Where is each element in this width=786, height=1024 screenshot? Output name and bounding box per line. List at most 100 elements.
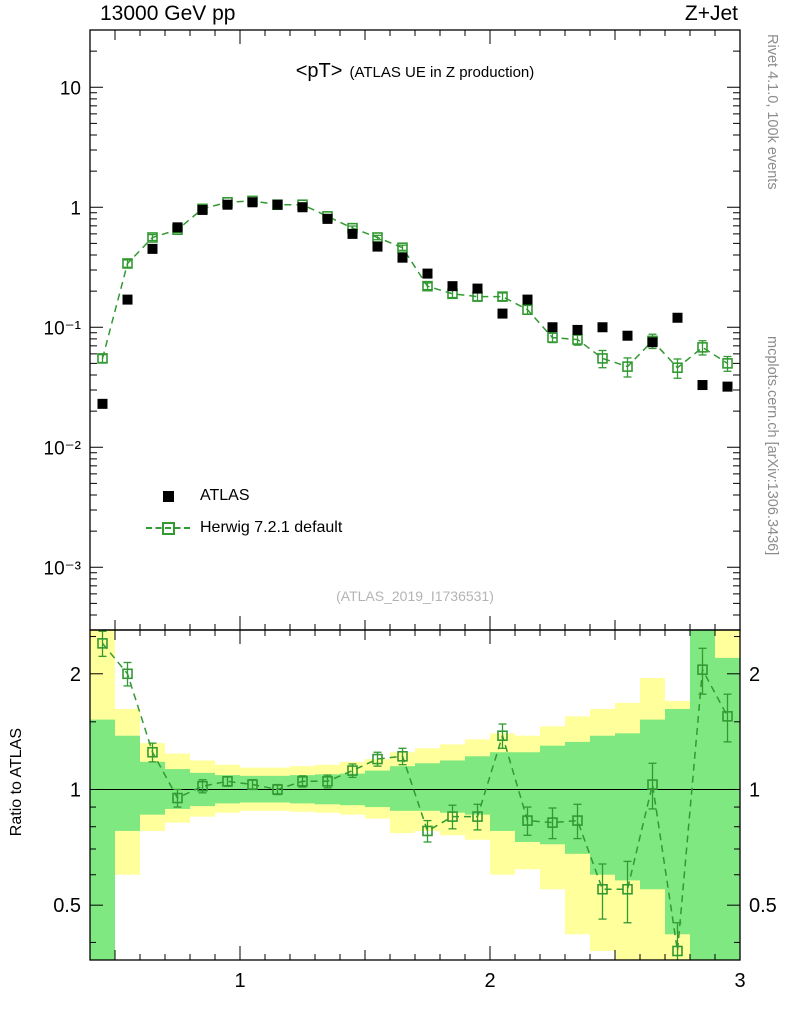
herwig-series	[97, 195, 733, 379]
atlas-point	[122, 294, 133, 305]
ratio-point	[547, 817, 558, 828]
ratio-point	[97, 638, 108, 649]
ratio-tick-label-left: 2	[70, 664, 81, 686]
herwig-point	[572, 334, 583, 345]
ratio-point	[647, 779, 658, 790]
band-green-bin	[665, 708, 690, 935]
ratio-point	[597, 883, 608, 895]
legend: ATLAS Herwig 7.2.1 default	[146, 480, 342, 544]
band-green-bin	[415, 763, 440, 811]
herwig-point	[147, 232, 158, 243]
atlas-point	[372, 241, 383, 252]
band-green-bin	[440, 760, 465, 813]
atlas-point	[522, 294, 533, 305]
ratio-point	[272, 784, 283, 795]
herwig-point	[547, 332, 558, 343]
y-tick-label: 10⁻¹	[44, 318, 82, 339]
atlas-point	[197, 204, 208, 215]
ratio-point	[147, 746, 158, 758]
ratio-point	[197, 780, 208, 792]
ratio-point	[572, 815, 583, 826]
herwig-point	[397, 242, 408, 254]
atlas-point	[672, 312, 683, 323]
band-green-bin	[140, 761, 165, 815]
ratio-point	[697, 664, 708, 675]
ratio-panel-frame	[89, 629, 741, 961]
band-green-bin	[390, 766, 415, 811]
herwig-point	[522, 304, 533, 316]
atlas-point	[347, 228, 358, 239]
mcplots-reference-watermark: mcplots.cern.ch [arXiv:1306.3436]	[764, 336, 780, 556]
ratio-tick-label-left: 0.5	[53, 895, 81, 917]
herwig-point	[697, 342, 708, 353]
atlas-point	[697, 380, 708, 391]
atlas-point	[472, 283, 483, 294]
herwig-point	[497, 291, 508, 302]
atlas-point	[547, 322, 558, 333]
atlas-marker-icon	[146, 489, 190, 503]
x-tick-label: 3	[734, 970, 745, 992]
atlas-point	[97, 398, 108, 409]
observable-subtitle: (ATLAS UE in Z production)	[349, 64, 535, 81]
atlas-point	[397, 252, 408, 263]
header-process: Z+Jet	[684, 2, 738, 25]
herwig-line	[101, 200, 728, 369]
y-tick-label: 1	[70, 198, 81, 219]
ratio-axis-label: Ratio to ATLAS	[8, 728, 25, 837]
band-green-bin	[365, 770, 390, 808]
band-green-bin	[90, 719, 115, 960]
ratio-tick-label-right: 0.5	[749, 895, 777, 917]
herwig-point	[422, 280, 433, 292]
herwig-point	[622, 361, 633, 372]
y-tick-label: 10⁻²	[44, 438, 82, 459]
ratio-tick-label-left: 1	[70, 779, 81, 801]
y-tick-label: 10⁻³	[44, 558, 82, 579]
ratio-point	[322, 776, 333, 787]
atlas-point	[172, 222, 183, 233]
atlas-point	[597, 322, 608, 333]
ratio-point	[497, 730, 508, 742]
ratio-point	[397, 750, 408, 762]
atlas-point	[322, 213, 333, 224]
herwig-marker-icon	[146, 521, 190, 535]
atlas-point	[272, 199, 283, 210]
atlas-point	[422, 268, 433, 279]
herwig-point	[722, 358, 733, 369]
atlas-point	[222, 199, 233, 210]
ratio-point	[347, 765, 358, 776]
band-green-bin	[115, 735, 140, 831]
band-green-bin	[490, 752, 515, 831]
analysis-id-watermark: (ATLAS_2019_I1736531)	[336, 588, 494, 604]
ratio-point	[522, 815, 533, 826]
ratio-point	[172, 792, 183, 804]
atlas-point	[572, 324, 583, 335]
header-beam-energy: 13000 GeV pp	[100, 2, 236, 25]
ratio-point	[122, 668, 133, 680]
atlas-series	[97, 197, 733, 409]
axis-ticks	[90, 29, 740, 960]
observable-title: <pT>	[295, 60, 343, 82]
ratio-series	[97, 630, 733, 960]
herwig-point	[597, 353, 608, 364]
legend-item-atlas: ATLAS	[146, 480, 342, 512]
ratio-point	[622, 883, 633, 895]
band-green-bin	[615, 733, 640, 881]
ratio-point	[447, 811, 458, 822]
ratio-point	[422, 825, 433, 837]
plot-title: <pT> (ATLAS UE in Z production)	[90, 60, 740, 83]
band-green-bin	[590, 735, 615, 875]
legend-label-herwig: Herwig 7.2.1 default	[200, 519, 343, 536]
atlas-point	[647, 337, 658, 348]
x-tick-label: 2	[484, 970, 495, 992]
ratio-point	[222, 776, 233, 787]
rivet-version-watermark: Rivet 4.1.0, 100k events	[764, 34, 780, 190]
y-tick-label: 10	[60, 78, 81, 99]
ratio-point	[722, 711, 733, 722]
atlas-point	[447, 281, 458, 292]
ratio-point	[247, 779, 258, 790]
atlas-point	[622, 330, 633, 341]
ratio-tick-label-right: 2	[749, 664, 760, 686]
legend-label-atlas: ATLAS	[200, 487, 250, 504]
